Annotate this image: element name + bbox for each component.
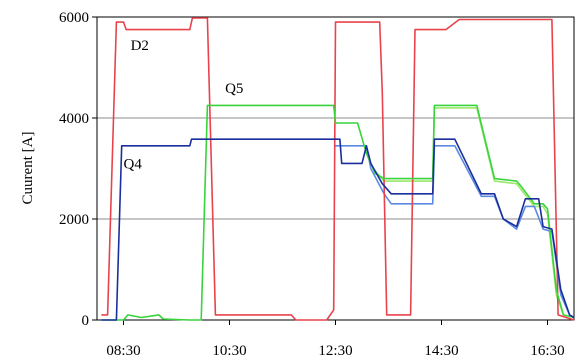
series-label-q4: Q4 xyxy=(124,157,143,173)
series-label-q5: Q5 xyxy=(225,81,243,97)
series-line-q4 xyxy=(101,138,575,321)
x-tick-label: 12:30 xyxy=(318,343,352,359)
series-line-secondary-3 xyxy=(335,145,575,319)
y-tick-label: 6000 xyxy=(59,10,89,26)
series-labels: D2 Q5 Q4 xyxy=(124,38,244,173)
y-tick-label: 0 xyxy=(82,313,90,329)
x-axis-ticks: 08:30 10:30 12:30 14:30 16:30 xyxy=(106,320,565,359)
x-tick-label: 16:30 xyxy=(530,343,564,359)
series-line-d2 xyxy=(101,17,575,321)
series-line-secondary-4 xyxy=(374,107,565,316)
y-tick-label: 4000 xyxy=(59,111,89,127)
series-lines xyxy=(101,17,575,321)
series-line-q5 xyxy=(101,104,575,321)
y-axis-title: Cuurent [A] xyxy=(20,132,36,205)
series-label-d2: D2 xyxy=(131,38,149,54)
x-tick-label: 08:30 xyxy=(106,343,140,359)
y-tick-label: 2000 xyxy=(59,212,89,228)
x-tick-label: 14:30 xyxy=(424,343,458,359)
x-tick-label: 10:30 xyxy=(212,343,246,359)
y-axis-ticks: 0 2000 4000 6000 xyxy=(59,10,97,329)
